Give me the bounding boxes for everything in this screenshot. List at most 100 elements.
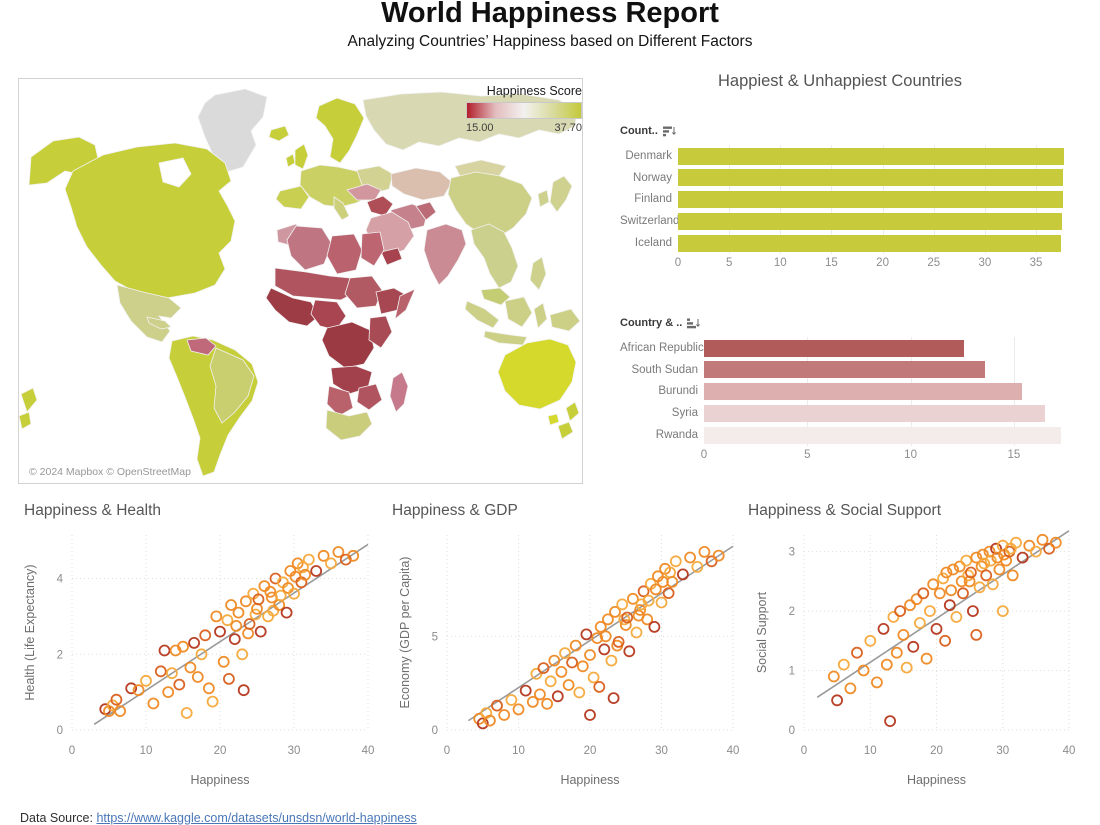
scatter-point[interactable] <box>1023 539 1036 552</box>
scatter-point[interactable] <box>202 682 215 695</box>
scatter-point[interactable] <box>705 555 718 568</box>
scatter-point[interactable] <box>1043 542 1056 555</box>
scatter-point[interactable] <box>162 686 175 699</box>
scatter-point[interactable] <box>894 605 907 617</box>
scatter-point[interactable] <box>662 587 675 599</box>
scatter-point[interactable] <box>512 703 525 716</box>
scatter-point[interactable] <box>274 589 287 602</box>
region-south-america[interactable] <box>168 335 259 477</box>
scatter-point[interactable] <box>976 548 989 561</box>
scatter-point[interactable] <box>907 640 920 653</box>
scatter-point[interactable] <box>900 661 913 674</box>
bar[interactable] <box>704 404 1045 422</box>
scatter-point[interactable] <box>199 629 212 642</box>
scatter-point[interactable] <box>857 664 870 677</box>
scatter-point[interactable] <box>870 676 883 689</box>
scatter-point[interactable] <box>712 549 725 562</box>
scatter-point[interactable] <box>573 686 586 699</box>
scatter-point[interactable] <box>310 565 323 577</box>
scatter-point[interactable] <box>584 709 596 721</box>
scatter-point[interactable] <box>1029 545 1042 558</box>
scatter-point[interactable] <box>566 656 579 669</box>
scatter-point[interactable] <box>594 620 607 633</box>
scatter-point[interactable] <box>264 585 277 598</box>
scatter-point[interactable] <box>236 648 249 661</box>
scatter-point[interactable] <box>641 613 654 626</box>
scatter-point[interactable] <box>612 635 625 648</box>
happiness-gdp-scatter[interactable]: 0 5 0 10 20 30 40 Happiness Economy (GDP per Cap… <box>384 498 746 798</box>
scatter-point[interactable] <box>214 625 226 638</box>
scatter-point[interactable] <box>206 695 219 708</box>
bar[interactable] <box>704 383 1023 401</box>
scatter-point[interactable] <box>230 620 243 632</box>
scatter-point[interactable] <box>195 648 208 661</box>
scatter-point[interactable] <box>623 645 636 658</box>
scatter-point[interactable] <box>945 584 958 597</box>
bar[interactable] <box>678 191 1063 209</box>
scatter-point[interactable] <box>933 587 946 600</box>
scatter-point[interactable] <box>851 646 863 659</box>
scatter-point[interactable] <box>963 575 976 588</box>
scatter-point[interactable] <box>580 628 593 641</box>
scatter-point[interactable] <box>173 678 186 691</box>
scatter-point[interactable] <box>601 613 614 626</box>
scatter-point[interactable] <box>140 674 152 687</box>
scatter-point[interactable] <box>576 660 589 673</box>
scatter-point[interactable] <box>669 555 682 568</box>
scatter-point[interactable] <box>827 670 840 683</box>
scatter-point[interactable] <box>897 628 910 641</box>
scatter-point[interactable] <box>252 593 265 606</box>
scatter-point[interactable] <box>1006 569 1019 582</box>
scatter-point[interactable] <box>551 690 564 703</box>
scatter-point[interactable] <box>837 658 850 671</box>
scatter-point[interactable] <box>125 682 138 695</box>
scatter-point[interactable] <box>957 587 969 600</box>
scatter-point[interactable] <box>630 626 643 639</box>
world-choropleth-map[interactable] <box>19 79 582 483</box>
scatter-point[interactable] <box>970 628 983 641</box>
scatter-point[interactable] <box>648 620 661 633</box>
scatter-point[interactable] <box>593 680 606 693</box>
region-greenland[interactable] <box>197 88 268 173</box>
scatter-point[interactable] <box>484 714 496 727</box>
scatter-point[interactable] <box>548 654 561 667</box>
bar[interactable] <box>678 234 1062 252</box>
scatter-point[interactable] <box>296 561 309 574</box>
scatter-point[interactable] <box>943 599 956 612</box>
scatter-point[interactable] <box>317 549 330 562</box>
scatter-point[interactable] <box>940 566 953 579</box>
scatter-point[interactable] <box>1036 533 1049 546</box>
scatter-point[interactable] <box>980 569 993 582</box>
scatter-point[interactable] <box>877 622 890 635</box>
scatter-point[interactable] <box>132 684 145 697</box>
scatter-point[interactable] <box>537 662 550 675</box>
scatter-point[interactable] <box>676 568 689 581</box>
scatter-point[interactable] <box>607 692 620 705</box>
scatter-point[interactable] <box>325 557 337 570</box>
bar[interactable] <box>704 361 985 379</box>
scatter-point[interactable] <box>831 694 843 707</box>
scatter-point[interactable] <box>555 665 568 678</box>
scatter-point[interactable] <box>962 569 975 582</box>
bar[interactable] <box>704 339 965 357</box>
scatter-point[interactable] <box>299 568 312 581</box>
scatter-point[interactable] <box>530 667 543 680</box>
scatter-point[interactable] <box>923 605 936 617</box>
scatter-point[interactable] <box>258 580 271 592</box>
scatter-point[interactable] <box>210 610 223 623</box>
scatter-point[interactable] <box>890 646 903 659</box>
bar[interactable] <box>678 147 1064 165</box>
scatter-point[interactable] <box>960 554 973 567</box>
scatter-point[interactable] <box>598 643 611 656</box>
scatter-point[interactable] <box>180 707 193 719</box>
scatter-point[interactable] <box>225 599 238 611</box>
scatter-point[interactable] <box>642 594 655 607</box>
scatter-point[interactable] <box>254 625 267 638</box>
scatter-point[interactable] <box>955 575 968 588</box>
scatter-point[interactable] <box>947 563 960 576</box>
bar[interactable] <box>678 169 1064 187</box>
scatter-point[interactable] <box>964 566 977 579</box>
scatter-point[interactable] <box>910 593 923 606</box>
scatter-point[interactable] <box>569 639 582 652</box>
